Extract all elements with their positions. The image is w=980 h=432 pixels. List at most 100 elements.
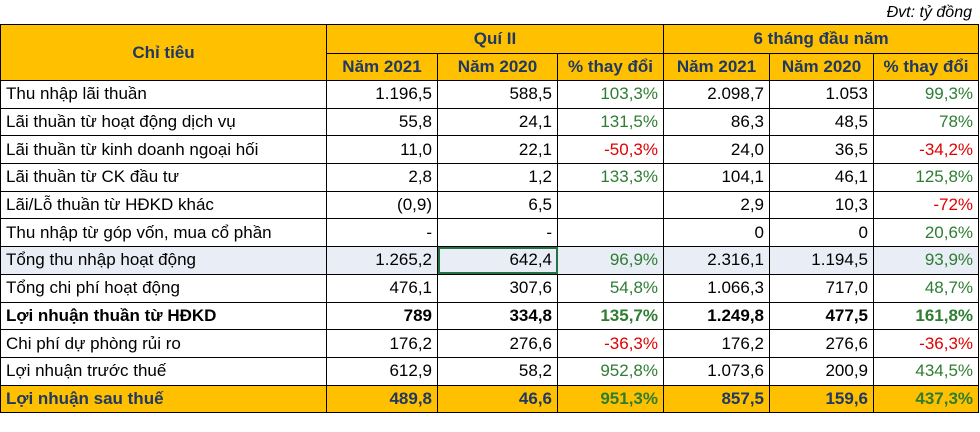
q2-2021-cell[interactable]: 789 — [326, 301, 438, 331]
6m-change-cell[interactable]: 125,8% — [873, 163, 980, 192]
q2-2021-cell[interactable]: 1.196,5 — [326, 80, 438, 109]
q2-2020-cell[interactable]: 24,1 — [437, 107, 558, 137]
table-row: Lãi thuần từ hoạt động dịch vụ 55,8 24,1 13… — [0, 107, 980, 137]
table-row: Chi phí dự phòng rủi ro 176,2 276,6 -36,3% 1… — [0, 329, 980, 358]
q2-change-cell[interactable]: 952,8% — [556, 356, 665, 386]
q2-2021-cell[interactable]: 55,8 — [326, 107, 438, 137]
header-q2-2020: Năm 2020 — [437, 53, 558, 81]
6m-2021-cell[interactable]: 104,1 — [663, 163, 771, 192]
6m-2020-cell[interactable]: 200,9 — [769, 356, 875, 386]
q2-2020-cell[interactable]: - — [437, 218, 558, 248]
6m-2021-cell[interactable]: 857,5 — [663, 384, 771, 414]
q2-change-cell[interactable] — [556, 190, 665, 220]
q2-2020-cell[interactable]: 1,2 — [437, 163, 558, 192]
q2-2020-cell[interactable]: 307,6 — [437, 273, 558, 303]
header-group-6m: 6 tháng đầu năm — [663, 24, 980, 54]
6m-2021-cell[interactable]: 176,2 — [663, 329, 771, 358]
q2-change-cell[interactable]: -50,3% — [556, 135, 665, 165]
table-row: Tổng chi phí hoạt động 476,1 307,6 54,8% 1.0… — [0, 273, 980, 303]
6m-2020-cell[interactable]: 10,3 — [769, 190, 875, 220]
row-label: Thu nhập từ góp vốn, mua cổ phần — [0, 218, 327, 248]
q2-2021-cell[interactable]: 1.265,2 — [326, 246, 438, 275]
6m-2020-cell[interactable]: 1.194,5 — [769, 246, 875, 275]
q2-2021-cell[interactable]: - — [326, 218, 438, 248]
6m-2021-cell[interactable]: 2.098,7 — [663, 80, 771, 109]
q2-2020-cell[interactable]: 46,6 — [437, 384, 558, 414]
6m-change-cell[interactable]: 48,7% — [873, 273, 980, 303]
header-q2-2021: Năm 2021 — [326, 53, 438, 81]
row-label: Lợi nhuận trước thuế — [0, 356, 327, 386]
q2-2020-cell[interactable]: 588,5 — [437, 80, 558, 109]
q2-2021-cell[interactable]: (0,9) — [326, 190, 438, 220]
6m-change-cell[interactable]: -34,2% — [873, 135, 980, 165]
row-label: Lãi thuần từ CK đầu tư — [0, 163, 327, 192]
6m-change-cell[interactable]: 161,8% — [873, 301, 980, 331]
6m-2021-cell[interactable]: 1.073,6 — [663, 356, 771, 386]
q2-2021-cell[interactable]: 11,0 — [326, 135, 438, 165]
q2-2020-cell[interactable]: 276,6 — [437, 329, 558, 358]
6m-2021-cell[interactable]: 2,9 — [663, 190, 771, 220]
table-row: Lãi thuần từ kinh doanh ngoại hối 11,0 22,… — [0, 135, 980, 165]
q2-change-cell[interactable]: 951,3% — [556, 384, 665, 414]
table-row: Thu nhập từ góp vốn, mua cổ phần - -0 0 20,6… — [0, 218, 980, 248]
6m-2020-cell[interactable]: 36,5 — [769, 135, 875, 165]
6m-2020-cell[interactable]: 1.053 — [769, 80, 875, 109]
q2-2021-cell[interactable]: 176,2 — [326, 329, 438, 358]
6m-2020-cell[interactable]: 276,6 — [769, 329, 875, 358]
row-label: Tổng chi phí hoạt động — [0, 273, 327, 303]
6m-change-cell[interactable]: 93,9% — [873, 246, 980, 275]
q2-2020-cell[interactable]: 642,4 — [437, 246, 558, 275]
q2-2020-cell[interactable]: 58,2 — [437, 356, 558, 386]
q2-change-cell[interactable] — [556, 218, 665, 248]
row-label: Lợi nhuận thuần từ HĐKD — [0, 301, 327, 331]
6m-change-cell[interactable]: 20,6% — [873, 218, 980, 248]
q2-change-cell[interactable]: 133,3% — [556, 163, 665, 192]
header-6m-change: % thay đổi — [873, 53, 980, 81]
6m-2020-cell[interactable]: 159,6 — [769, 384, 875, 414]
q2-2020-cell[interactable]: 6,5 — [437, 190, 558, 220]
q2-change-cell[interactable]: -36,3% — [556, 329, 665, 358]
6m-2020-cell[interactable]: 46,1 — [769, 163, 875, 192]
header-6m-2020: Năm 2020 — [769, 53, 875, 81]
table-row: Lợi nhuận thuần từ HĐKD 789 334,8 135,7% 1.2… — [0, 301, 980, 331]
table-row: Lợi nhuận sau thuế 489,8 46,6 951,3% 857,5 15… — [0, 384, 980, 414]
q2-change-cell[interactable]: 135,7% — [556, 301, 665, 331]
q2-2020-cell[interactable]: 22,1 — [437, 135, 558, 165]
q2-change-cell[interactable]: 131,5% — [556, 107, 665, 137]
q2-2021-cell[interactable]: 612,9 — [326, 356, 438, 386]
6m-2020-cell[interactable]: 48,5 — [769, 107, 875, 137]
6m-change-cell[interactable]: 78% — [873, 107, 980, 137]
6m-2020-cell[interactable]: 477,5 — [769, 301, 875, 331]
q2-2021-cell[interactable]: 476,1 — [326, 273, 438, 303]
q2-2020-cell[interactable]: 334,8 — [437, 301, 558, 331]
6m-2021-cell[interactable]: 1.249,8 — [663, 301, 771, 331]
q2-2021-cell[interactable]: 2,8 — [326, 163, 438, 192]
6m-change-cell[interactable]: -36,3% — [873, 329, 980, 358]
table-row: Lợi nhuận trước thuế 612,9 58,2 952,8% 1.073… — [0, 356, 980, 386]
6m-2020-cell[interactable]: 717,0 — [769, 273, 875, 303]
q2-change-cell[interactable]: 103,3% — [556, 80, 665, 109]
6m-2021-cell[interactable]: 86,3 — [663, 107, 771, 137]
unit-note: Đvt: tỷ đồng — [886, 4, 972, 21]
6m-2020-cell[interactable]: 0 — [769, 218, 875, 248]
row-label: Lãi/Lỗ thuần từ HĐKD khác — [0, 190, 327, 220]
q2-change-cell[interactable]: 96,9% — [556, 246, 665, 275]
financial-table: Chỉ tiêu Quí II 6 tháng đầu năm Năm 2021… — [0, 24, 980, 414]
q2-change-cell[interactable]: 54,8% — [556, 273, 665, 303]
row-label: Lãi thuần từ kinh doanh ngoại hối — [0, 135, 327, 165]
row-label: Tổng thu nhập hoạt động — [0, 246, 327, 275]
6m-change-cell[interactable]: -72% — [873, 190, 980, 220]
q2-2021-cell[interactable]: 489,8 — [326, 384, 438, 414]
6m-2021-cell[interactable]: 1.066,3 — [663, 273, 771, 303]
header-6m-2021: Năm 2021 — [663, 53, 771, 81]
row-label: Lợi nhuận sau thuế — [0, 384, 327, 414]
table-body: Thu nhập lãi thuần 1.196,5 588,5 103,3% 2.09… — [0, 80, 980, 414]
table-row: Lãi/Lỗ thuần từ HĐKD khác (0,9) 6,5 2,9 10,3… — [0, 190, 980, 220]
table-row: Tổng thu nhập hoạt động 1.265,2 642,4 96,9%… — [0, 246, 980, 275]
6m-change-cell[interactable]: 437,3% — [873, 384, 980, 414]
6m-2021-cell[interactable]: 2.316,1 — [663, 246, 771, 275]
6m-2021-cell[interactable]: 24,0 — [663, 135, 771, 165]
6m-change-cell[interactable]: 434,5% — [873, 356, 980, 386]
6m-2021-cell[interactable]: 0 — [663, 218, 771, 248]
6m-change-cell[interactable]: 99,3% — [873, 80, 980, 109]
